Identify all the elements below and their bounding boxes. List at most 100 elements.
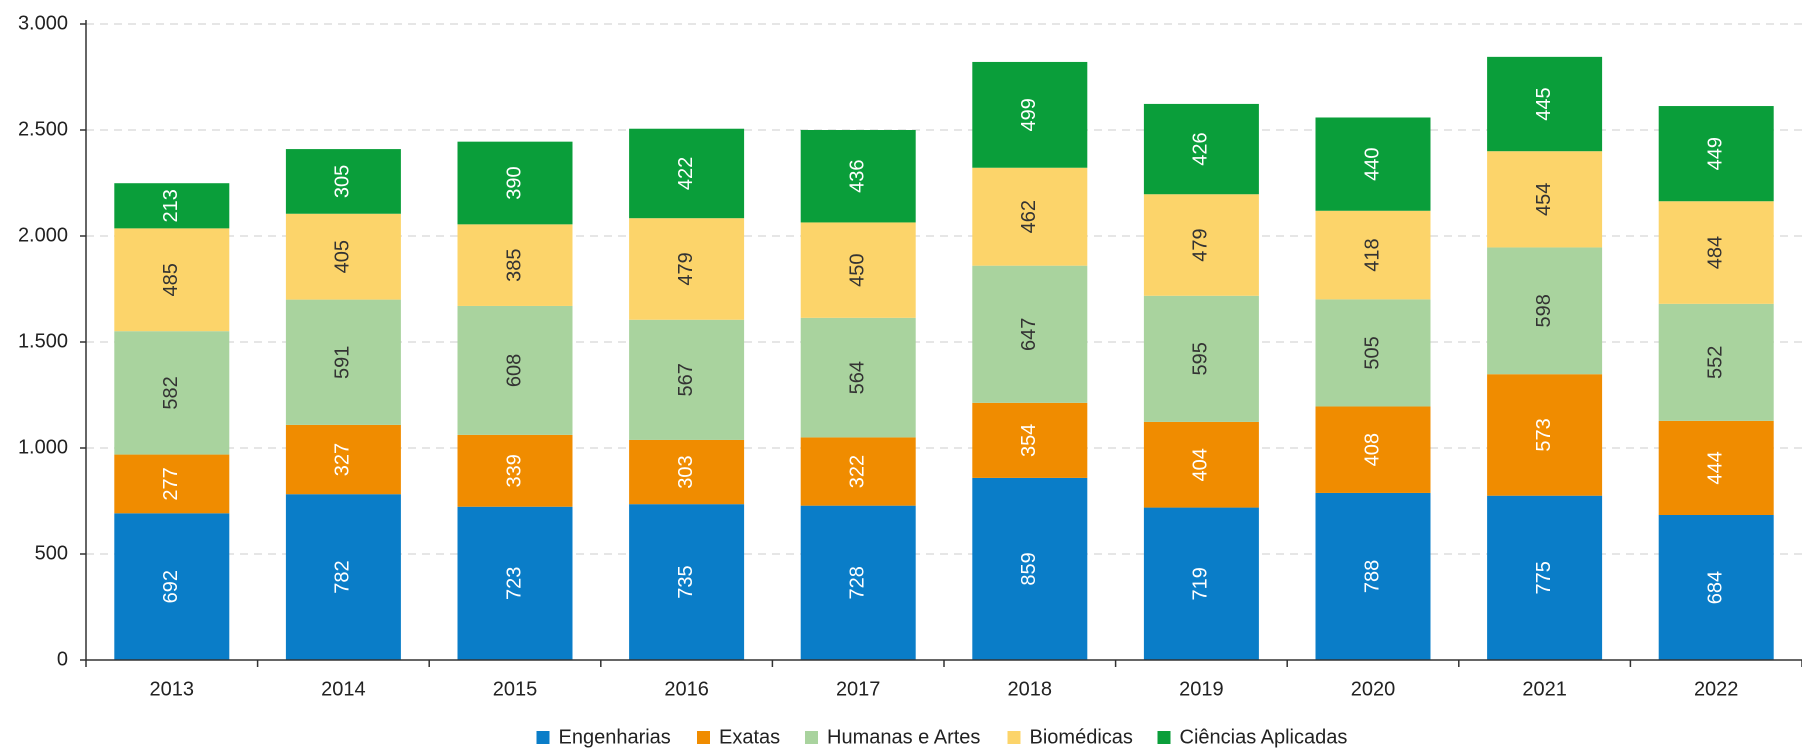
data-label: 322 bbox=[846, 455, 868, 488]
bar-segment bbox=[1143, 194, 1259, 296]
bar-segment bbox=[457, 141, 573, 225]
bar-segment bbox=[972, 61, 1088, 168]
data-label: 426 bbox=[1190, 132, 1212, 165]
legend-label: Humanas e Artes bbox=[827, 726, 980, 748]
data-label: 440 bbox=[1361, 147, 1383, 180]
bar-segment bbox=[1487, 495, 1603, 660]
y-tick-label: 500 bbox=[35, 542, 68, 564]
bar-segment bbox=[800, 222, 916, 318]
bar-segment bbox=[1315, 117, 1431, 211]
data-label: 782 bbox=[332, 560, 354, 593]
data-label: 692 bbox=[160, 570, 182, 603]
bar-segment bbox=[457, 305, 573, 435]
x-tick-label: 2022 bbox=[1694, 678, 1739, 700]
legend-swatch bbox=[536, 731, 550, 744]
legend-label: Biomédicas bbox=[1030, 726, 1133, 748]
x-tick-label: 2015 bbox=[493, 678, 538, 700]
data-label: 450 bbox=[846, 253, 868, 286]
bar-segment bbox=[457, 434, 573, 507]
bar-segment bbox=[457, 506, 573, 660]
data-label: 405 bbox=[332, 240, 354, 273]
bar-segment bbox=[114, 454, 230, 514]
data-label: 454 bbox=[1533, 183, 1555, 216]
data-label: 499 bbox=[1018, 98, 1040, 131]
legend-swatch bbox=[1157, 731, 1171, 744]
data-label: 788 bbox=[1361, 560, 1383, 593]
bar-segment bbox=[1658, 201, 1774, 304]
data-label: 591 bbox=[332, 346, 354, 379]
data-label: 354 bbox=[1018, 424, 1040, 457]
bar-segment bbox=[114, 331, 230, 455]
y-tick-label: 2.000 bbox=[18, 224, 68, 246]
data-label: 485 bbox=[160, 263, 182, 296]
bar-segment bbox=[114, 183, 230, 229]
data-label: 598 bbox=[1533, 294, 1555, 327]
data-label: 436 bbox=[846, 160, 868, 193]
bar-segment bbox=[1315, 210, 1431, 300]
data-label: 859 bbox=[1018, 552, 1040, 585]
bar-segment bbox=[800, 317, 916, 438]
bar-segment bbox=[972, 402, 1088, 478]
data-label: 408 bbox=[1361, 433, 1383, 466]
bar-segment bbox=[1143, 421, 1259, 508]
bar-segment bbox=[1658, 420, 1774, 515]
bar-segment bbox=[629, 218, 745, 320]
data-label: 479 bbox=[1190, 228, 1212, 261]
data-label: 684 bbox=[1704, 571, 1726, 604]
bar-segment bbox=[285, 299, 401, 425]
data-label: 390 bbox=[503, 166, 525, 199]
bar-segment bbox=[629, 319, 745, 440]
x-tick-label: 2013 bbox=[150, 678, 195, 700]
bar-segment bbox=[800, 437, 916, 506]
data-label: 723 bbox=[503, 567, 525, 600]
data-label: 719 bbox=[1190, 567, 1212, 600]
data-label: 418 bbox=[1361, 238, 1383, 271]
bar-segment bbox=[1143, 507, 1259, 660]
y-tick-label: 0 bbox=[57, 648, 68, 670]
bar-segment bbox=[285, 213, 401, 300]
x-tick-label: 2014 bbox=[321, 678, 366, 700]
data-label: 728 bbox=[846, 566, 868, 599]
x-tick-label: 2016 bbox=[664, 678, 709, 700]
bar-segment bbox=[972, 477, 1088, 660]
x-tick-label: 2021 bbox=[1522, 678, 1567, 700]
x-tick-label: 2017 bbox=[836, 678, 881, 700]
bar-segment bbox=[1315, 406, 1431, 493]
data-label: 735 bbox=[675, 565, 697, 598]
data-label: 484 bbox=[1704, 236, 1726, 269]
legend-swatch bbox=[1007, 731, 1021, 744]
legend-label: Engenharias bbox=[559, 726, 671, 748]
bar-segment bbox=[1315, 492, 1431, 660]
data-label: 552 bbox=[1704, 346, 1726, 379]
data-label: 404 bbox=[1190, 448, 1212, 481]
legend-label: Exatas bbox=[719, 726, 780, 748]
data-label: 339 bbox=[503, 454, 525, 487]
x-tick-label: 2020 bbox=[1351, 678, 1396, 700]
bar-segment bbox=[1143, 103, 1259, 195]
data-label: 305 bbox=[332, 165, 354, 198]
data-label: 327 bbox=[332, 443, 354, 476]
data-label: 582 bbox=[160, 376, 182, 409]
bar-segment bbox=[1658, 514, 1774, 660]
bar-segment bbox=[457, 224, 573, 306]
y-tick-label: 1.000 bbox=[18, 436, 68, 458]
data-label: 213 bbox=[160, 189, 182, 222]
data-label: 564 bbox=[846, 361, 868, 394]
legend-label: Ciências Aplicadas bbox=[1180, 726, 1348, 748]
data-label: 462 bbox=[1018, 200, 1040, 233]
bar-segment bbox=[1143, 295, 1259, 422]
bar-segment bbox=[114, 228, 230, 332]
bar-segment bbox=[114, 513, 230, 660]
y-tick-label: 2.500 bbox=[18, 118, 68, 140]
data-label: 573 bbox=[1533, 418, 1555, 451]
bar-segment bbox=[1487, 374, 1603, 496]
bar-segment bbox=[800, 130, 916, 223]
bar-segment bbox=[972, 265, 1088, 403]
bar-segment bbox=[1487, 151, 1603, 248]
data-label: 422 bbox=[675, 157, 697, 190]
bar-segment bbox=[629, 504, 745, 660]
x-tick-label: 2019 bbox=[1179, 678, 1224, 700]
data-label: 567 bbox=[675, 363, 697, 396]
y-tick-label: 3.000 bbox=[18, 12, 68, 34]
legend-swatch bbox=[697, 731, 710, 744]
